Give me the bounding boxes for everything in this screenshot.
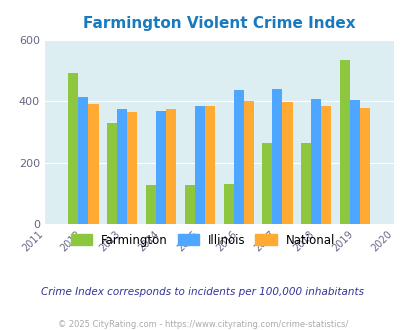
Bar [282,102,292,224]
Bar [272,88,282,224]
Bar [262,144,272,224]
Bar [184,185,194,224]
Bar [339,60,349,224]
Bar [145,185,156,224]
Bar [194,107,205,224]
Bar [223,184,233,224]
Bar [78,97,88,224]
Legend: Farmington, Illinois, National: Farmington, Illinois, National [66,229,339,251]
Text: Crime Index corresponds to incidents per 100,000 inhabitants: Crime Index corresponds to incidents per… [41,287,364,297]
Bar [301,143,310,224]
Bar [68,73,78,224]
Title: Farmington Violent Crime Index: Farmington Violent Crime Index [83,16,355,31]
Bar [88,104,98,224]
Bar [156,111,166,224]
Bar [243,101,253,224]
Bar [117,109,127,224]
Bar [205,107,214,224]
Text: © 2025 CityRating.com - https://www.cityrating.com/crime-statistics/: © 2025 CityRating.com - https://www.city… [58,320,347,329]
Bar [310,99,320,224]
Bar [349,100,359,224]
Bar [127,112,137,224]
Bar [359,108,369,224]
Bar [166,109,176,224]
Bar [233,90,243,224]
Bar [107,123,117,224]
Bar [320,107,330,224]
